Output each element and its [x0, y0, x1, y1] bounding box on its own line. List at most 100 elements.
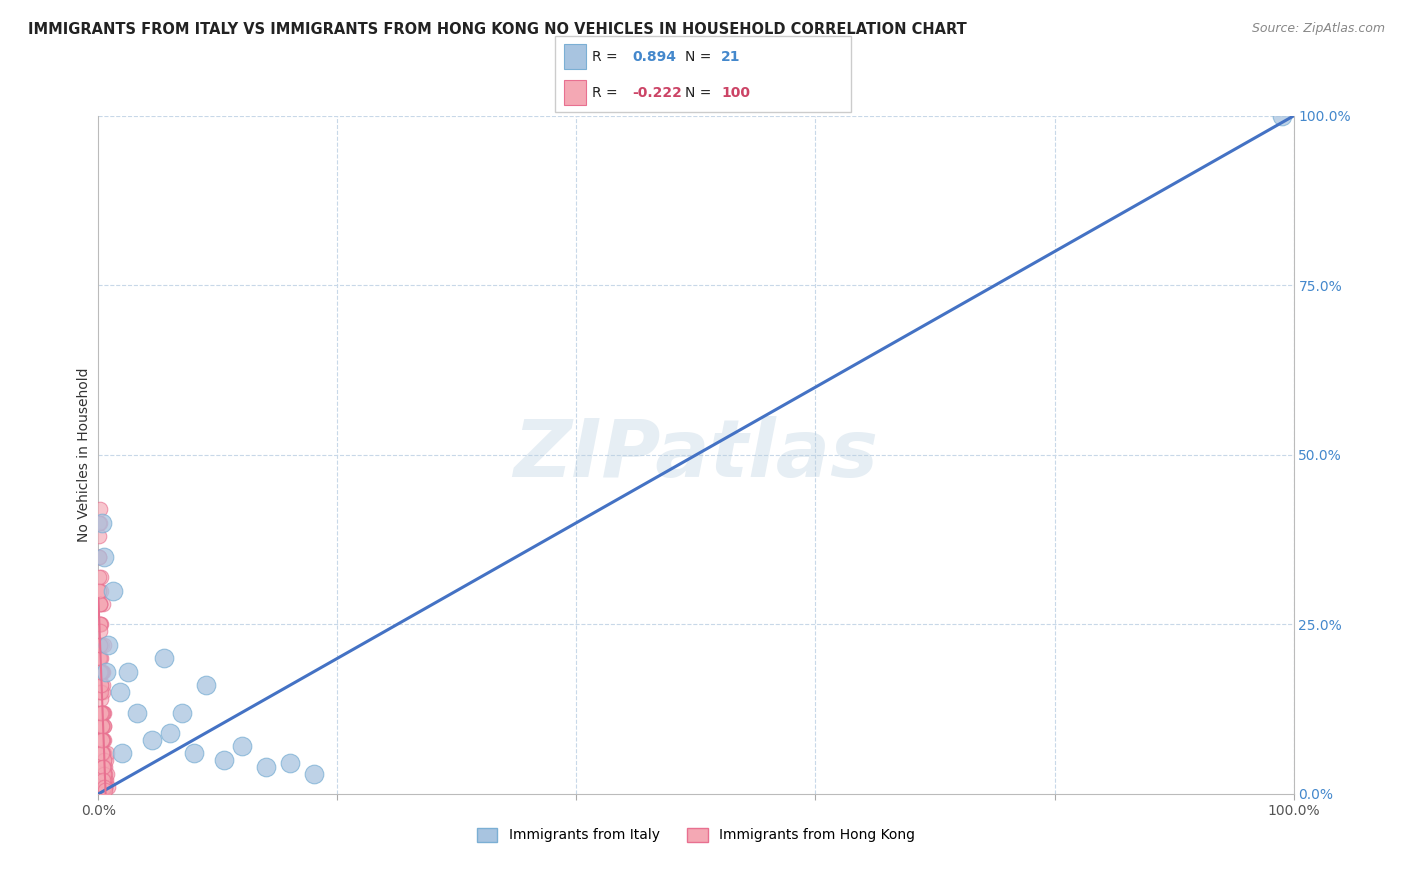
Point [91, 773, 114, 788]
Point [93, 780, 115, 794]
Point [90, 617, 112, 632]
Point [93, 773, 115, 788]
Point [141, 732, 163, 747]
Point [93, 753, 115, 767]
Point [117, 665, 139, 679]
Point [89, 651, 111, 665]
Point [90, 685, 112, 699]
Point [94, 760, 117, 774]
Point [90, 583, 112, 598]
Point [93, 753, 115, 767]
Point [302, 766, 325, 780]
Text: 100: 100 [721, 86, 751, 100]
Text: 0.894: 0.894 [633, 50, 676, 64]
Point [96, 766, 118, 780]
Point [91, 516, 114, 530]
Point [91, 665, 114, 679]
Point [91, 638, 114, 652]
Point [183, 746, 205, 760]
Point [89, 638, 111, 652]
Point [90, 719, 112, 733]
Point [93, 760, 115, 774]
Point [90, 570, 112, 584]
Point [91, 766, 114, 780]
Point [90, 665, 112, 679]
Text: IMMIGRANTS FROM ITALY VS IMMIGRANTS FROM HONG KONG NO VEHICLES IN HOUSEHOLD CORR: IMMIGRANTS FROM ITALY VS IMMIGRANTS FROM… [28, 22, 967, 37]
Point [91, 732, 114, 747]
Point [89, 617, 111, 632]
Point [90, 719, 112, 733]
Point [125, 706, 148, 720]
Point [91, 685, 114, 699]
Point [91, 746, 114, 760]
Point [91, 746, 114, 760]
Point [278, 756, 301, 771]
Point [212, 753, 235, 767]
Point [87, 685, 110, 699]
Point [97, 780, 120, 794]
Point [93, 760, 115, 774]
Point [93, 706, 115, 720]
Point [159, 726, 181, 740]
Point [94, 773, 117, 788]
Point [93, 719, 115, 733]
Text: 21: 21 [721, 50, 741, 64]
Point [90, 753, 112, 767]
Point [96, 753, 118, 767]
Point [94, 665, 117, 679]
Point [90, 719, 112, 733]
Point [93, 773, 115, 788]
Point [93, 678, 115, 692]
Point [153, 651, 176, 665]
Point [89, 529, 111, 543]
Point [93, 766, 115, 780]
Point [90, 706, 112, 720]
Point [89, 597, 111, 611]
Text: R =: R = [592, 86, 621, 100]
Point [93, 766, 115, 780]
Point [93, 780, 115, 794]
Point [89, 638, 111, 652]
Point [93, 549, 115, 564]
Point [89, 583, 111, 598]
Point [93, 746, 115, 760]
Point [91, 719, 114, 733]
Point [89, 549, 111, 564]
Point [89, 732, 111, 747]
Point [108, 685, 131, 699]
Point [90, 665, 112, 679]
Point [89, 651, 111, 665]
Point [91, 760, 114, 774]
Point [91, 732, 114, 747]
Text: R =: R = [592, 50, 621, 64]
Point [87, 549, 110, 564]
Point [93, 783, 115, 797]
Point [231, 739, 253, 754]
Point [91, 719, 114, 733]
Point [89, 665, 111, 679]
Point [89, 502, 111, 516]
Point [91, 597, 114, 611]
Point [91, 760, 114, 774]
Point [94, 780, 117, 794]
Point [94, 780, 117, 794]
Point [90, 665, 112, 679]
Point [91, 665, 114, 679]
Point [101, 583, 124, 598]
Text: Source: ZipAtlas.com: Source: ZipAtlas.com [1251, 22, 1385, 36]
Point [93, 773, 115, 788]
Point [93, 719, 115, 733]
Point [90, 678, 112, 692]
Point [90, 692, 112, 706]
Point [96, 746, 118, 760]
Point [172, 706, 194, 720]
Point [89, 597, 111, 611]
Point [89, 570, 111, 584]
Point [91, 746, 114, 760]
Point [89, 549, 111, 564]
Point [91, 706, 114, 720]
Text: ZIPatlas: ZIPatlas [513, 416, 879, 494]
Point [90, 732, 112, 747]
Point [93, 638, 115, 652]
Text: N =: N = [685, 86, 716, 100]
